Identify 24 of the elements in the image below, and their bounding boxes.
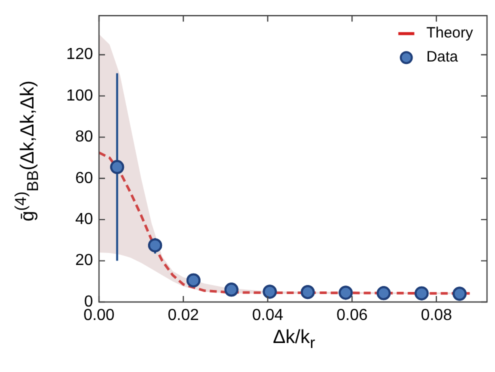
y-tick-label: 40 [75, 210, 94, 228]
x-tick-label: 0.08 [420, 307, 452, 324]
point [452, 286, 467, 301]
x-tick-label: 0.00 [83, 307, 115, 324]
point [186, 273, 200, 288]
x-tick-label: 0.04 [252, 307, 284, 324]
y-tick-label: 100 [66, 87, 94, 104]
legend-label: Data [426, 48, 459, 66]
x-axis-title: Δk/k$_{r}$ [272, 327, 316, 353]
y-tick-label: 60 [75, 170, 94, 187]
x-tick-label: 0.06 [336, 307, 368, 324]
point [224, 282, 238, 297]
y-tick-label: 20 [75, 252, 94, 270]
point [110, 160, 124, 174]
point [414, 286, 429, 300]
point [148, 238, 162, 252]
point [300, 285, 315, 300]
y-tick-label: 120 [66, 46, 94, 64]
y-tick-label: 80 [75, 128, 94, 146]
point [376, 286, 391, 300]
legend-label: Theory [426, 24, 474, 42]
x-tick-label: 0.02 [168, 307, 200, 324]
point [338, 286, 353, 300]
point [262, 284, 277, 299]
